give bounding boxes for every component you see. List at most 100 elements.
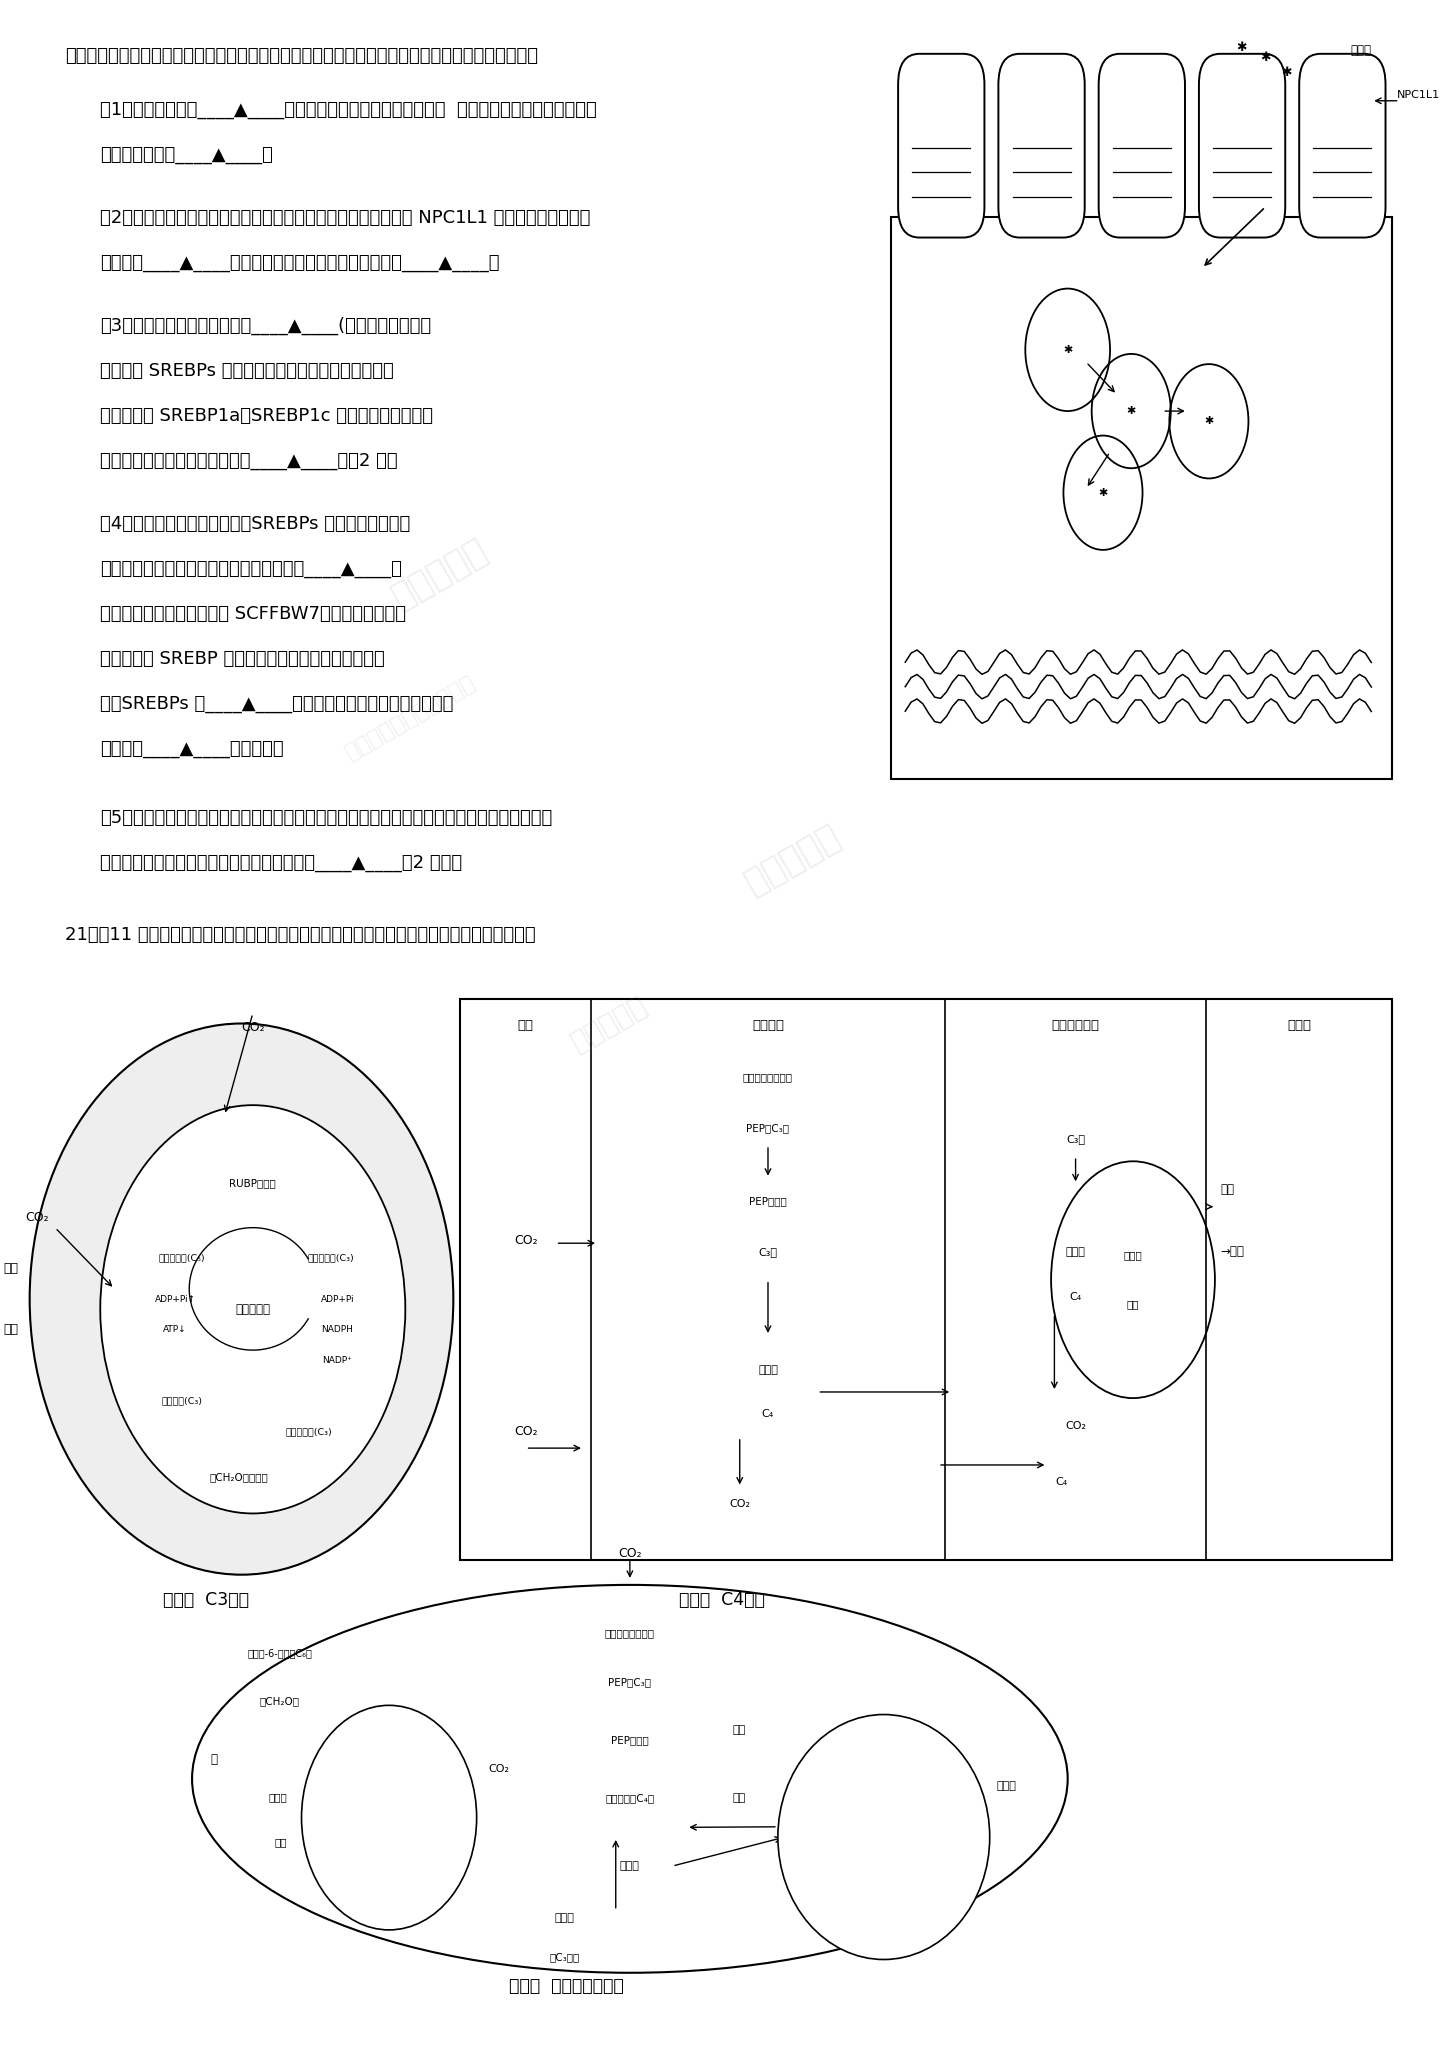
Text: 叶肉细胞: 叶肉细胞: [752, 1019, 784, 1032]
Text: PEP（C₃）: PEP（C₃）: [609, 1676, 652, 1687]
Text: ✱: ✱: [1064, 344, 1072, 354]
Text: 合成的，出现差异的直接原因有____▲____。（2 分）: 合成的，出现差异的直接原因有____▲____。（2 分）: [100, 452, 398, 471]
Text: 二磷酸核糖(C₅): 二磷酸核糖(C₅): [159, 1253, 206, 1263]
Text: 体: 体: [385, 1832, 393, 1842]
Text: →蔗糖: →蔗糖: [1220, 1245, 1245, 1259]
Text: CO₂: CO₂: [514, 1425, 538, 1437]
Text: 循环: 循环: [275, 1836, 287, 1846]
Text: ✱: ✱: [1281, 66, 1293, 78]
Text: 维管束: 维管束: [1287, 1019, 1311, 1032]
Text: C₄: C₄: [1069, 1292, 1082, 1302]
Text: 叶绿: 叶绿: [383, 1789, 396, 1797]
Text: 其缺少的元素有____▲____。: 其缺少的元素有____▲____。: [100, 145, 274, 164]
Text: 草酸乙酸（C₄）: 草酸乙酸（C₄）: [606, 1793, 655, 1803]
Text: （2）据图可知，胆固醇被小肠吸收首先要被小肠上皮细胞膜上的 NPC1L1 识别，通过内吞进入: （2）据图可知，胆固醇被小肠吸收首先要被小肠上皮细胞膜上的 NPC1L1 识别，…: [100, 209, 591, 227]
Text: 磷酸烯醇式丙酮酸: 磷酸烯醇式丙酮酸: [604, 1627, 655, 1638]
Text: （5）研究表明胆固醇可快速从内质网转运到质膜上，但阻碍胆固醇从质膜到内质网的运输后，: （5）研究表明胆固醇可快速从内质网转运到质膜上，但阻碍胆固醇从质膜到内质网的运输…: [100, 809, 552, 827]
Text: 胆固醇: 胆固醇: [1350, 43, 1371, 57]
FancyBboxPatch shape: [1198, 53, 1285, 237]
Text: 卡尔文: 卡尔文: [268, 1793, 287, 1801]
Text: PEP（C₃）: PEP（C₃）: [746, 1124, 790, 1134]
Text: 维管束鞘细胞: 维管束鞘细胞: [1052, 1019, 1100, 1032]
Text: 入细胞核，同时细胞会通过 SCFFBW7（一种泛素连接酶: 入细胞核，同时细胞会通过 SCFFBW7（一种泛素连接酶: [100, 606, 406, 622]
Text: 这是一种____▲____调节机制。: 这是一种____▲____调节机制。: [100, 739, 284, 757]
Text: 心血管疾病，严重威胁人类健康。右图示意小肠上皮细胞吸收胆固醇的主要方式，请回答下列问题：: 心血管疾病，严重威胁人类健康。右图示意小肠上皮细胞吸收胆固醇的主要方式，请回答下…: [65, 47, 538, 66]
Text: NPC1L1: NPC1L1: [1397, 90, 1440, 100]
Text: CO₂: CO₂: [25, 1212, 48, 1224]
Text: CO₂: CO₂: [1065, 1421, 1087, 1431]
Text: 模式一  C3途径: 模式一 C3途径: [164, 1591, 249, 1609]
Text: 磷酸甘油酸(C₃): 磷酸甘油酸(C₃): [307, 1253, 354, 1263]
Text: 复合体）对 SREBP 进行泛素化修饰，在蛋白酶的作用: 复合体）对 SREBP 进行泛素化修饰，在蛋白酶的作用: [100, 649, 385, 667]
Text: 达，其中的 SREBP1a、SREBP1c 是由同一个基因控制: 达，其中的 SREBP1a、SREBP1c 是由同一个基因控制: [100, 407, 433, 426]
Text: （C₃酸）: （C₃酸）: [549, 1953, 580, 1963]
Text: CO₂: CO₂: [514, 1234, 538, 1247]
Text: 苹果酸: 苹果酸: [758, 1365, 778, 1374]
Text: ADP+Pi↑: ADP+Pi↑: [155, 1294, 196, 1304]
Ellipse shape: [29, 1024, 454, 1574]
Text: 成复合结构，被锚定在细胞质中，无法通过____▲____进: 成复合结构，被锚定在细胞质中，无法通过____▲____进: [100, 561, 403, 577]
Text: 卡尔文循环: 卡尔文循环: [235, 1302, 271, 1316]
Text: 苹果酸: 苹果酸: [997, 1781, 1017, 1791]
Text: CO₂: CO₂: [488, 1765, 509, 1775]
Text: PEP羧化酶: PEP羧化酶: [611, 1736, 649, 1744]
Text: CO₂: CO₂: [241, 1021, 265, 1034]
Text: NADPH: NADPH: [322, 1324, 354, 1335]
Text: ✱: ✱: [1098, 487, 1107, 497]
Text: 白天: 白天: [733, 1793, 746, 1803]
Text: ✱: ✱: [1204, 416, 1214, 426]
Bar: [891, 217, 1392, 778]
Text: 卡尔文: 卡尔文: [1123, 1251, 1142, 1261]
Text: 光: 光: [210, 1752, 217, 1767]
Text: 21．（11 分）植物在进化过程中形成了下列几种常见的光合作用模式，请回答下列有关问题：: 21．（11 分）植物在进化过程中形成了下列几种常见的光合作用模式，请回答下列有…: [65, 925, 536, 944]
Text: （CH₂O）: （CH₂O）: [259, 1697, 300, 1707]
Text: NADP⁺: NADP⁺: [323, 1355, 352, 1365]
FancyBboxPatch shape: [898, 53, 984, 237]
Text: 转录因子 SREBPs 能够激活胆固醇合成所需要基因的表: 转录因子 SREBPs 能够激活胆固醇合成所需要基因的表: [100, 362, 394, 381]
Text: ATP↓: ATP↓: [164, 1324, 187, 1335]
FancyBboxPatch shape: [998, 53, 1085, 237]
Text: 高考早知道: 高考早知道: [385, 534, 493, 616]
Text: 细胞，以____▲____形式运输，这体现了细胞膜的特点是____▲____。: 细胞，以____▲____形式运输，这体现了细胞膜的特点是____▲____。: [100, 254, 500, 272]
Ellipse shape: [100, 1105, 406, 1513]
Text: C₃酸: C₃酸: [758, 1247, 778, 1257]
Text: 高考早知道: 高考早知道: [565, 991, 652, 1056]
Text: PEP羧化酶: PEP羧化酶: [749, 1195, 787, 1206]
Text: C₃酸: C₃酸: [1066, 1134, 1085, 1144]
Ellipse shape: [193, 1584, 1068, 1973]
Text: 高考早知道: 高考早知道: [739, 819, 846, 901]
Text: （4）细胞内胆固醇水平高时，SREBPs 与某些蛋白结合形: （4）细胞内胆固醇水平高时，SREBPs 与某些蛋白结合形: [100, 516, 410, 532]
Text: 苹果酸: 苹果酸: [620, 1861, 640, 1871]
Text: 循环: 循环: [1127, 1300, 1139, 1310]
Text: C₄: C₄: [762, 1410, 774, 1419]
Text: 苹果酸: 苹果酸: [1065, 1247, 1085, 1257]
Text: 大气: 大气: [517, 1019, 533, 1032]
FancyBboxPatch shape: [1098, 53, 1185, 237]
Text: ✱: ✱: [1126, 405, 1136, 416]
Text: 模式三  景天酸代谢途径: 模式三 景天酸代谢途径: [509, 1977, 623, 1996]
FancyBboxPatch shape: [1300, 53, 1385, 237]
Text: （3）胆固醇合成的主要场所是____▲____(填细胞器名称），: （3）胆固醇合成的主要场所是____▲____(填细胞器名称），: [100, 317, 432, 336]
Text: 晚上: 晚上: [733, 1726, 746, 1736]
Text: 模式二  C4途径: 模式二 C4途径: [678, 1591, 765, 1609]
Text: C₄: C₄: [1055, 1476, 1068, 1486]
Text: 液泡: 液泡: [877, 1830, 891, 1844]
Text: 磷酸烯醇式丙酮酸: 磷酸烯醇式丙酮酸: [743, 1073, 793, 1083]
Ellipse shape: [301, 1705, 477, 1930]
Text: 叶肉: 叶肉: [3, 1261, 19, 1275]
Text: 葡萄糖-6-磷酸（C₆）: 葡萄糖-6-磷酸（C₆）: [248, 1648, 312, 1658]
Text: 磷酸丙糖(C₃): 磷酸丙糖(C₃): [162, 1396, 203, 1406]
Bar: [461, 999, 1392, 1560]
Text: ✱: ✱: [1261, 51, 1271, 63]
Text: 微信公众号：高考早知道: 微信公众号：高考早知道: [342, 671, 480, 764]
Text: （1）胆固醇是构成____▲____的成分之一，同时也是一些生物活  性分子的前体，与磷脂相比，: （1）胆固醇是构成____▲____的成分之一，同时也是一些生物活 性分子的前体…: [100, 100, 597, 119]
Text: （CH₂O）叶绿体: （CH₂O）叶绿体: [209, 1472, 268, 1482]
Ellipse shape: [778, 1715, 990, 1959]
Text: 丙酮酸: 丙酮酸: [555, 1914, 574, 1924]
Text: ✱: ✱: [1236, 41, 1246, 53]
Text: 细胞: 细胞: [3, 1322, 19, 1337]
Text: 蔗糖: 蔗糖: [1220, 1183, 1235, 1195]
Text: 磷酸甘油酸(C₃): 磷酸甘油酸(C₃): [285, 1427, 333, 1437]
Text: RUBP羧化酶: RUBP羧化酶: [229, 1177, 277, 1187]
Text: CO₂: CO₂: [619, 1548, 642, 1560]
